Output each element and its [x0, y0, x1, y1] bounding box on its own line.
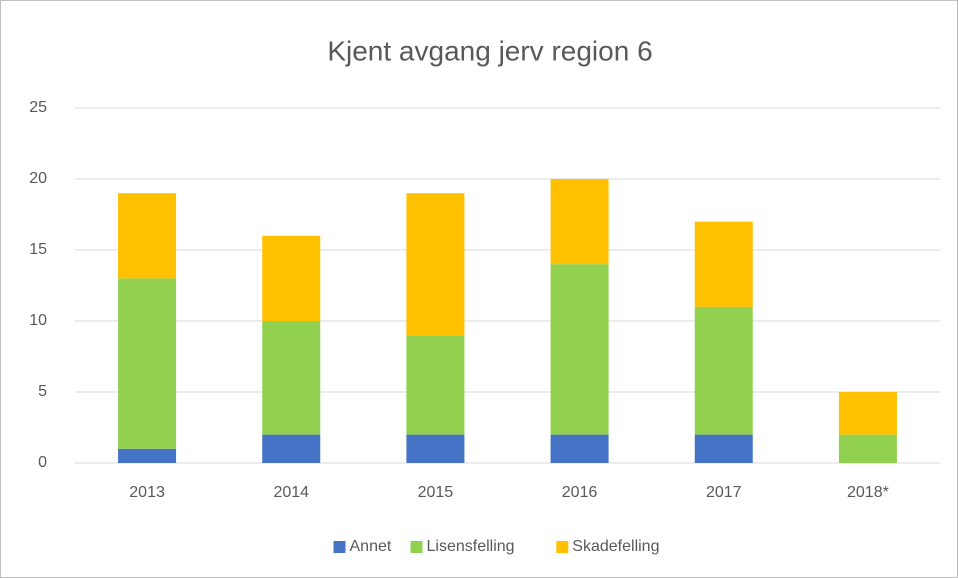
bar-segment: [262, 434, 321, 463]
chart-title: Kjent avgang jerv region 6: [327, 35, 652, 66]
bar-segment: [694, 306, 753, 435]
y-tick-label: 5: [38, 383, 47, 400]
bar-segment: [550, 264, 609, 435]
x-tick-label: 2015: [418, 484, 454, 501]
bar-segment: [406, 335, 465, 435]
legend-swatch: [410, 541, 423, 553]
x-tick-label: 2018*: [847, 484, 889, 501]
bar-segment: [262, 321, 321, 435]
bar-segment: [694, 221, 753, 307]
y-tick-label: 20: [29, 170, 47, 187]
y-tick-label: 10: [29, 312, 47, 329]
legend-label: Lisensfelling: [427, 538, 515, 555]
bar-segment: [694, 434, 753, 463]
bar-segment: [262, 235, 321, 321]
legend-swatch: [333, 541, 346, 553]
x-tick-label: 2013: [129, 484, 165, 501]
y-tick-label: 15: [29, 241, 47, 258]
legend-label: Annet: [350, 538, 392, 555]
bar-segment: [406, 193, 465, 336]
x-tick-label: 2016: [562, 484, 598, 501]
bar-segment: [406, 434, 465, 463]
y-tick-label: 0: [38, 454, 47, 471]
y-tick-label: 25: [29, 99, 47, 116]
x-tick-label: 2017: [706, 484, 742, 501]
bar-segment: [118, 448, 177, 463]
bar-segment: [550, 434, 609, 463]
bar-segment: [118, 278, 177, 449]
bar-segment: [550, 179, 609, 265]
legend-label: Skadefelling: [572, 538, 659, 555]
bar-segment: [838, 392, 897, 435]
x-tick-label: 2014: [273, 484, 309, 501]
bar-segment: [118, 193, 177, 279]
legend-swatch: [556, 541, 569, 553]
bar-segment: [838, 434, 897, 463]
